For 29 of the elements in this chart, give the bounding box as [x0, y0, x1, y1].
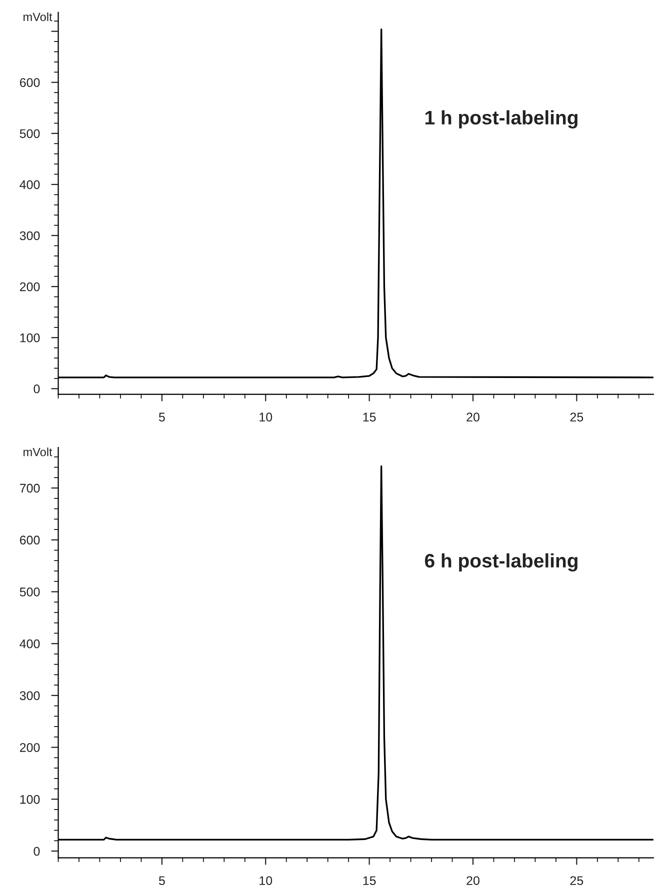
y-tick-label: 200 — [20, 282, 40, 292]
x-tick-label: 20 — [466, 412, 480, 422]
x-tick-label: 25 — [570, 876, 584, 886]
y-tick-label: 500 — [20, 588, 40, 596]
annotation: 1 h post-labeling — [425, 110, 578, 128]
y-tick-label: 300 — [20, 691, 40, 700]
y-tick-label: 600 — [20, 78, 40, 88]
y-tick-label: 200 — [20, 743, 40, 752]
y-axis-title: mVolt — [24, 448, 52, 456]
y-tick-label: 400 — [20, 180, 40, 190]
x-tick-label: 10 — [260, 876, 272, 886]
x-tick-label: 10 — [260, 412, 272, 422]
y-tick-label: 100 — [20, 333, 40, 342]
y-tick-label: 100 — [20, 795, 40, 804]
y-tick-label: 0 — [34, 846, 40, 856]
x-tick-label: 15 — [363, 876, 376, 886]
y-tick-label: 600 — [20, 536, 40, 545]
x-tick-label: 15 — [363, 412, 376, 422]
y-tick-label: 500 — [20, 129, 40, 138]
x-tick-label: 20 — [466, 876, 480, 886]
y-axis-title: mVolt — [24, 12, 52, 22]
y-tick-label: 300 — [20, 231, 40, 240]
x-tick-label: 5 — [158, 412, 165, 422]
annotation: 6 h post-labeling — [424, 553, 578, 572]
x-tick-label: 25 — [570, 412, 584, 422]
y-tick-label: 0 — [34, 384, 40, 394]
y-tick-label: 700 — [20, 484, 40, 493]
x-tick-label: 5 — [158, 876, 165, 886]
y-tick-label: 400 — [20, 639, 40, 648]
